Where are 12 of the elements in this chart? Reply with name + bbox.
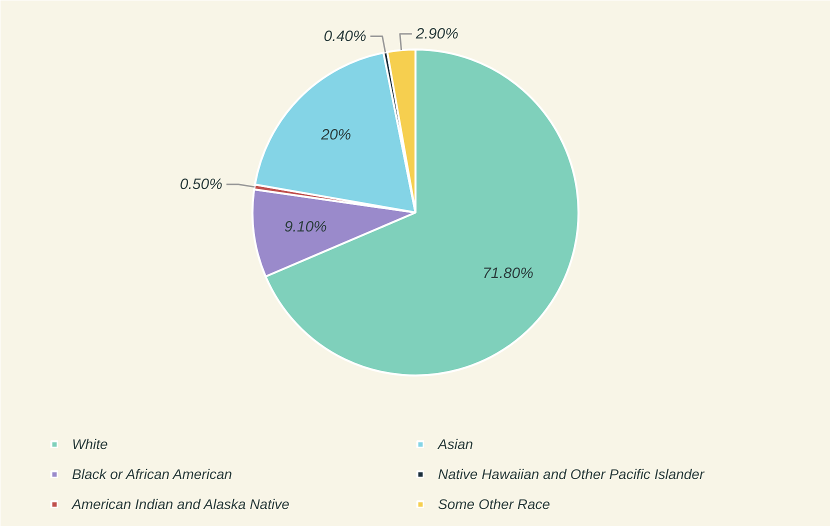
data-label: 2.90%	[414, 25, 458, 42]
legend-label: American Indian and Alaska Native	[72, 496, 290, 512]
legend-label: Black or African American	[72, 466, 234, 482]
data-label: 0.50%	[180, 176, 222, 193]
data-label: 0.40%	[324, 28, 366, 45]
data-label: 9.10%	[284, 218, 327, 236]
legend-label: Asian	[438, 436, 474, 452]
legend-label: Native Hawaiian and Other Pacific Islander	[438, 466, 706, 482]
data-label: 71.80%	[482, 265, 534, 282]
legend-label: Some Other Race	[438, 496, 552, 512]
legend-label: White	[72, 436, 109, 452]
data-label: 20%	[320, 126, 352, 144]
